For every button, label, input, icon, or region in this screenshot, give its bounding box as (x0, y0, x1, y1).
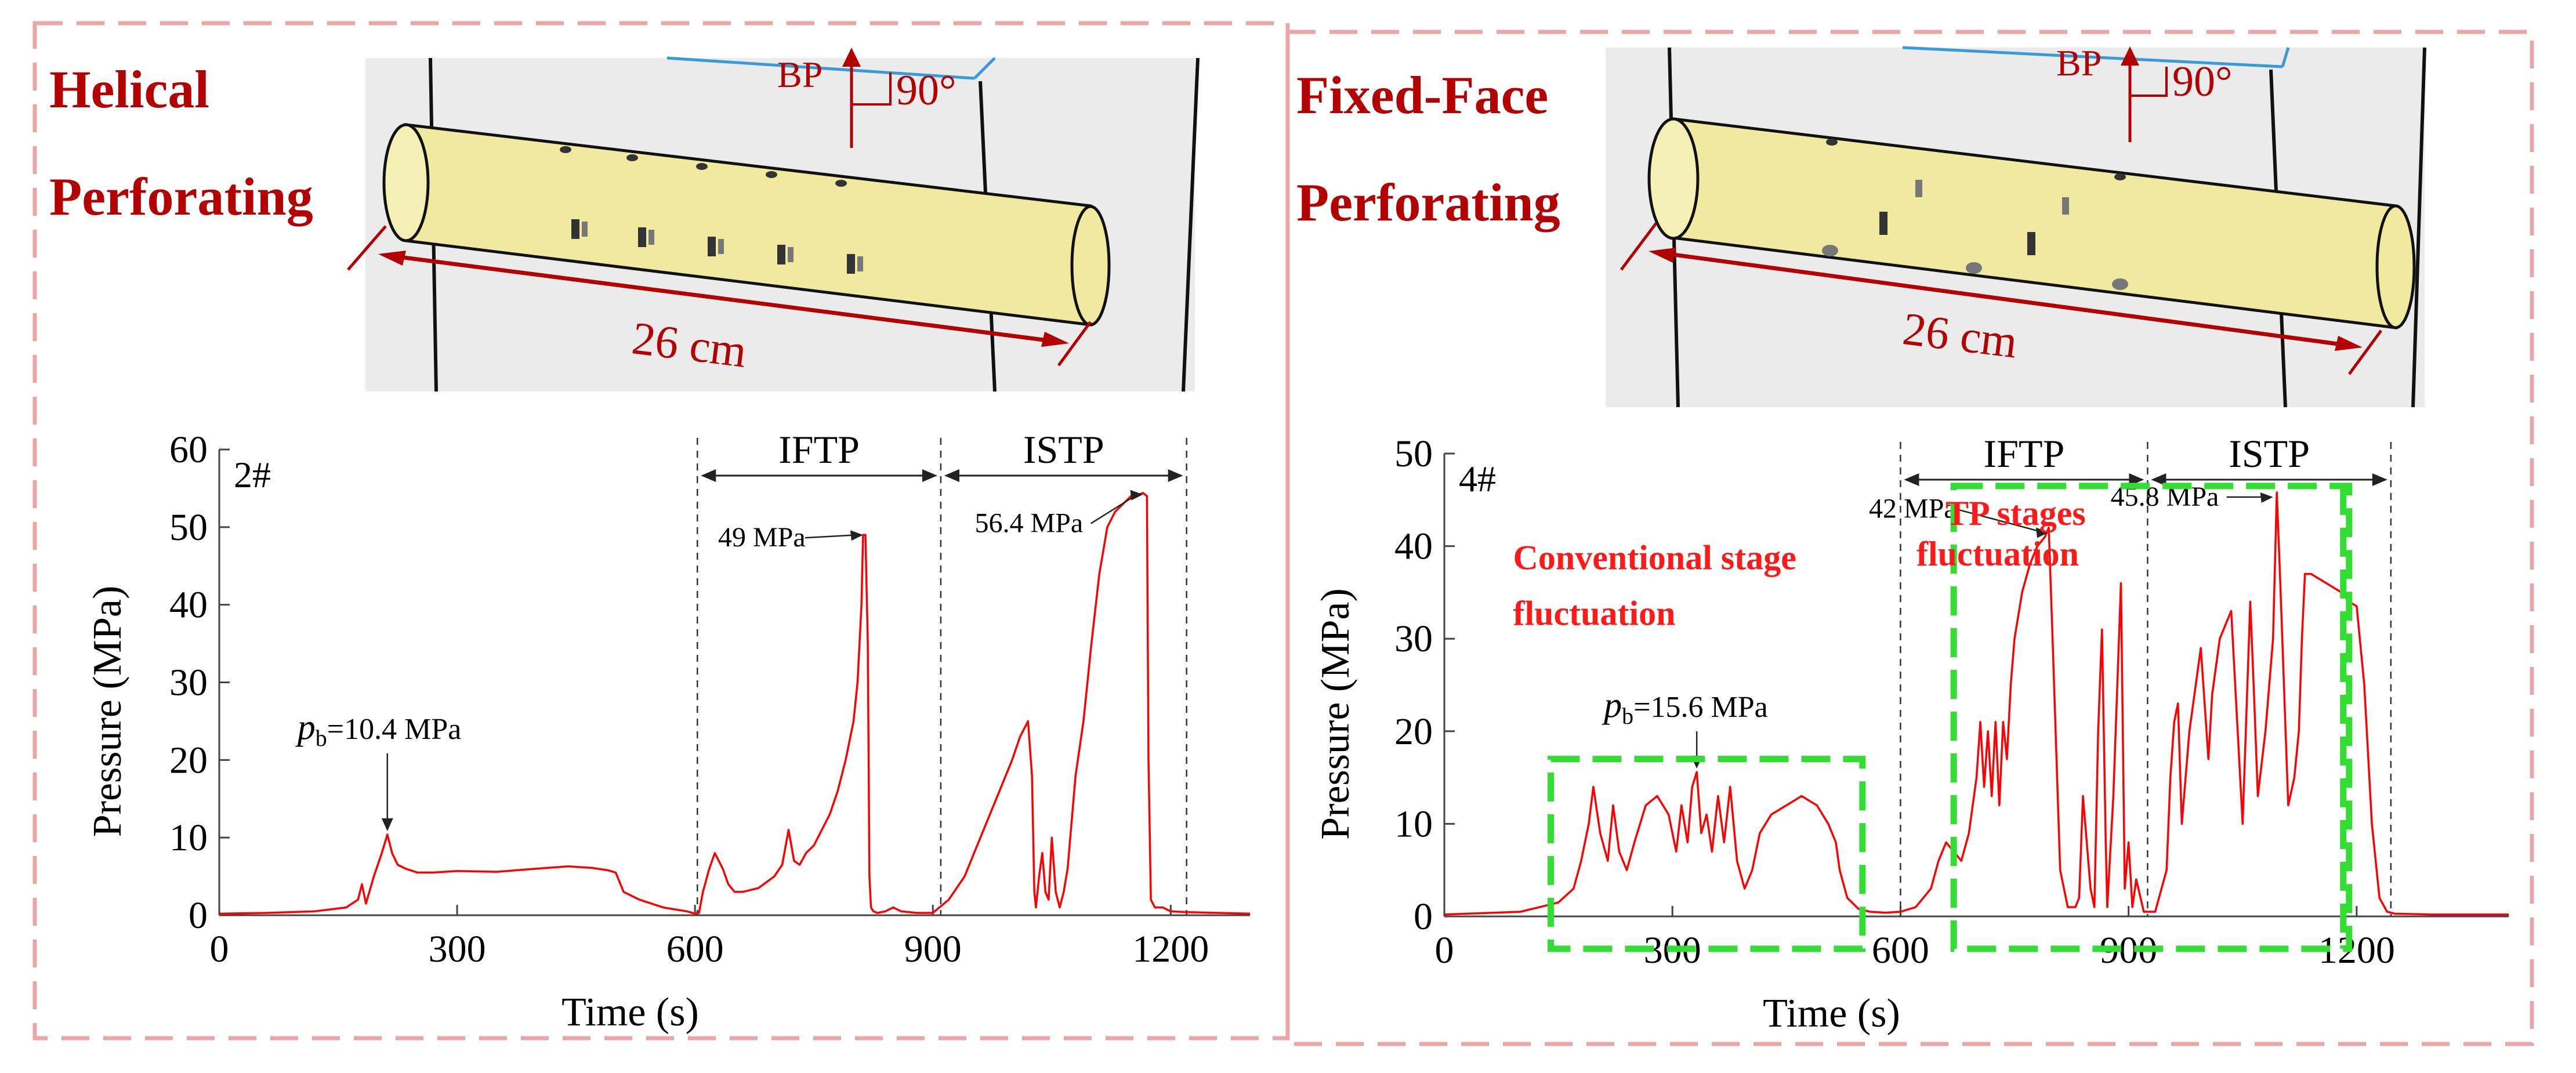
left-stage-arrowhead (944, 469, 959, 482)
left-heading-line2: Perforating (49, 167, 313, 226)
left-peak-arrow (1090, 494, 1138, 524)
left-stage-arrowhead (922, 469, 937, 482)
left-peak-label: 56.4 MPa (974, 508, 1083, 539)
left-y-tick-label: 30 (169, 662, 208, 704)
right-stage-arrowhead (2151, 473, 2166, 486)
left-stage-arrowhead (701, 469, 716, 482)
right-stage-arrowhead (2372, 473, 2387, 486)
right-heading-line2: Perforating (1296, 173, 1560, 232)
left-peak-arrow (805, 534, 858, 539)
left-angle-label: 90° (896, 67, 957, 114)
conventional-stage-annotation-line1: Conventional stage (1513, 539, 1796, 577)
green-highlight-box (1950, 483, 2353, 952)
right-y-tick-label: 0 (1414, 896, 1433, 938)
right-peak-label: 42 MPa (1869, 494, 1957, 524)
right-x-axis-label: Time (s) (1763, 991, 1900, 1036)
right-stage-arrowhead (1904, 473, 1919, 486)
right-x-tick-label: 600 (1872, 929, 1929, 971)
tp-stage-annotation-line1: TP stages (1945, 494, 2086, 532)
left-stage-arrowhead (1168, 469, 1183, 482)
left-x-tick-label: 600 (666, 928, 724, 970)
right-y-tick-label: 40 (1394, 525, 1433, 568)
left-pb-arrowhead (381, 818, 393, 831)
left-peak-arrowhead (850, 530, 863, 541)
left-x-tick-label: 0 (210, 928, 229, 970)
right-x-tick-label: 1200 (2318, 929, 2395, 971)
left-x-tick-label: 1200 (1132, 928, 1209, 970)
right-pb-label: pb=15.6 MPa (1602, 686, 1768, 729)
left-peak-label: 49 MPa (718, 522, 806, 553)
left-x-axis-label: Time (s) (561, 990, 699, 1035)
right-y-tick-label: 50 (1394, 433, 1433, 475)
left-heading-line1: Helical (49, 60, 209, 119)
left-schematic: 26 cm BP 90° (347, 48, 1200, 392)
left-bp-label: BP (777, 54, 823, 95)
green-highlight-box (1548, 756, 1866, 952)
right-y-axis-label: Pressure (MPa) (1313, 588, 1358, 840)
conventional-stage-annotation-line2: fluctuation (1513, 594, 1676, 632)
left-y-tick-label: 0 (189, 894, 208, 937)
left-peak-arrowhead (1130, 490, 1143, 501)
right-peak-arrowhead (2036, 527, 2049, 538)
left-y-tick-label: 40 (169, 584, 208, 626)
right-schematic: 26 cm BP 90° (1606, 42, 2426, 408)
left-y-tick-label: 20 (169, 739, 208, 781)
left-y-tick-label: 50 (169, 506, 208, 549)
right-y-tick-label: 30 (1394, 618, 1433, 660)
right-angle-label: 90° (2172, 58, 2233, 106)
left-x-tick-label: 300 (429, 928, 486, 970)
left-y-tick-label: 10 (169, 817, 208, 859)
left-pressure-series (219, 492, 1251, 915)
right-y-tick-label: 20 (1394, 710, 1433, 753)
right-heading-line1: Fixed-Face (1296, 66, 1548, 125)
left-pb-label: pb=10.4 MPa (295, 708, 462, 751)
right-stage-label: ISTP (2229, 432, 2310, 476)
right-peak-arrow (1955, 508, 2044, 533)
right-x-tick-label: 0 (1435, 929, 1454, 971)
left-sample-label: 2# (234, 454, 271, 495)
right-peak-arrowhead (2260, 492, 2273, 503)
left-stage-label: ISTP (1023, 427, 1104, 472)
right-bp-label: BP (2056, 42, 2102, 84)
left-x-tick-label: 900 (904, 928, 962, 970)
right-sample-label: 4# (1459, 458, 1496, 499)
left-y-tick-label: 60 (169, 429, 208, 471)
left-y-axis-label: Pressure (MPa) (85, 586, 130, 838)
left-stage-label: IFTP (778, 427, 860, 472)
right-pressure-series (1444, 491, 2509, 916)
tp-stage-annotation-line2: fluctuation (1916, 535, 2079, 573)
right-stage-label: IFTP (1984, 432, 2065, 476)
right-y-tick-label: 10 (1394, 803, 1433, 845)
